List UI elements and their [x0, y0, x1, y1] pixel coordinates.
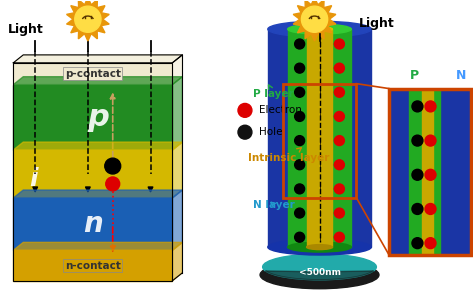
- Polygon shape: [13, 190, 182, 198]
- Ellipse shape: [268, 21, 371, 37]
- Ellipse shape: [260, 261, 379, 289]
- Bar: [268, 29, 371, 247]
- Circle shape: [75, 6, 101, 32]
- Polygon shape: [13, 142, 182, 150]
- Polygon shape: [13, 77, 182, 85]
- Bar: [283, 84, 356, 198]
- Circle shape: [295, 232, 305, 242]
- Polygon shape: [66, 0, 109, 41]
- Polygon shape: [13, 55, 182, 63]
- Bar: [389, 88, 471, 255]
- Bar: [410, 88, 440, 255]
- Circle shape: [295, 208, 305, 218]
- Circle shape: [105, 158, 121, 174]
- Ellipse shape: [288, 242, 351, 252]
- Bar: [13, 250, 173, 281]
- Circle shape: [295, 87, 305, 97]
- Circle shape: [295, 63, 305, 73]
- Bar: [13, 63, 173, 281]
- Bar: [13, 85, 173, 150]
- Text: p: p: [87, 103, 109, 132]
- Text: Light: Light: [359, 17, 395, 30]
- Text: N: N: [456, 69, 466, 82]
- Circle shape: [335, 138, 340, 144]
- Bar: [13, 198, 173, 250]
- Circle shape: [425, 169, 436, 180]
- Bar: [389, 88, 471, 255]
- Circle shape: [301, 6, 328, 32]
- Circle shape: [335, 114, 340, 119]
- Circle shape: [335, 41, 340, 47]
- Circle shape: [412, 204, 423, 215]
- Circle shape: [295, 160, 305, 170]
- Circle shape: [238, 125, 252, 139]
- Polygon shape: [265, 271, 374, 280]
- Ellipse shape: [263, 254, 376, 280]
- Circle shape: [412, 135, 423, 146]
- Circle shape: [335, 65, 340, 71]
- Circle shape: [335, 39, 345, 49]
- Circle shape: [412, 238, 423, 248]
- Polygon shape: [173, 142, 182, 198]
- Circle shape: [335, 232, 345, 242]
- Text: Intrinsic layer: Intrinsic layer: [248, 148, 329, 163]
- Text: i: i: [29, 167, 37, 191]
- Bar: [422, 88, 433, 255]
- Polygon shape: [173, 55, 182, 85]
- Text: Light: Light: [9, 23, 44, 36]
- Circle shape: [412, 101, 423, 112]
- Bar: [307, 29, 332, 247]
- Ellipse shape: [307, 27, 332, 32]
- Circle shape: [335, 112, 345, 122]
- Text: P: P: [410, 69, 419, 82]
- Text: <500nm: <500nm: [299, 268, 340, 277]
- Circle shape: [335, 162, 340, 168]
- Text: N layer: N layer: [253, 199, 295, 209]
- Circle shape: [335, 208, 345, 218]
- Circle shape: [335, 186, 340, 192]
- Circle shape: [335, 234, 340, 240]
- Circle shape: [335, 210, 340, 216]
- Circle shape: [106, 177, 120, 191]
- Circle shape: [335, 89, 340, 95]
- Text: p-contact: p-contact: [65, 69, 121, 79]
- Bar: [13, 150, 173, 198]
- Circle shape: [335, 160, 345, 170]
- Text: Hole: Hole: [259, 127, 283, 137]
- Circle shape: [295, 39, 305, 49]
- Circle shape: [412, 169, 423, 180]
- Circle shape: [335, 184, 345, 194]
- Polygon shape: [13, 242, 182, 250]
- Polygon shape: [173, 242, 182, 281]
- Circle shape: [425, 204, 436, 215]
- Circle shape: [295, 112, 305, 122]
- Circle shape: [335, 87, 345, 97]
- Text: P layer: P layer: [253, 85, 293, 98]
- Text: Electron: Electron: [259, 105, 302, 115]
- Circle shape: [425, 238, 436, 248]
- Circle shape: [295, 136, 305, 145]
- Circle shape: [295, 184, 305, 194]
- Polygon shape: [173, 190, 182, 250]
- Polygon shape: [173, 77, 182, 150]
- Bar: [288, 29, 351, 247]
- Circle shape: [425, 135, 436, 146]
- Text: n: n: [83, 210, 103, 238]
- Polygon shape: [293, 0, 336, 41]
- Ellipse shape: [288, 24, 351, 34]
- Text: I: I: [426, 69, 430, 82]
- Bar: [13, 63, 173, 85]
- Circle shape: [425, 101, 436, 112]
- Circle shape: [335, 63, 345, 73]
- Circle shape: [335, 136, 345, 145]
- Circle shape: [238, 103, 252, 117]
- Text: n-contact: n-contact: [65, 261, 121, 271]
- Ellipse shape: [307, 245, 332, 250]
- Ellipse shape: [268, 239, 371, 255]
